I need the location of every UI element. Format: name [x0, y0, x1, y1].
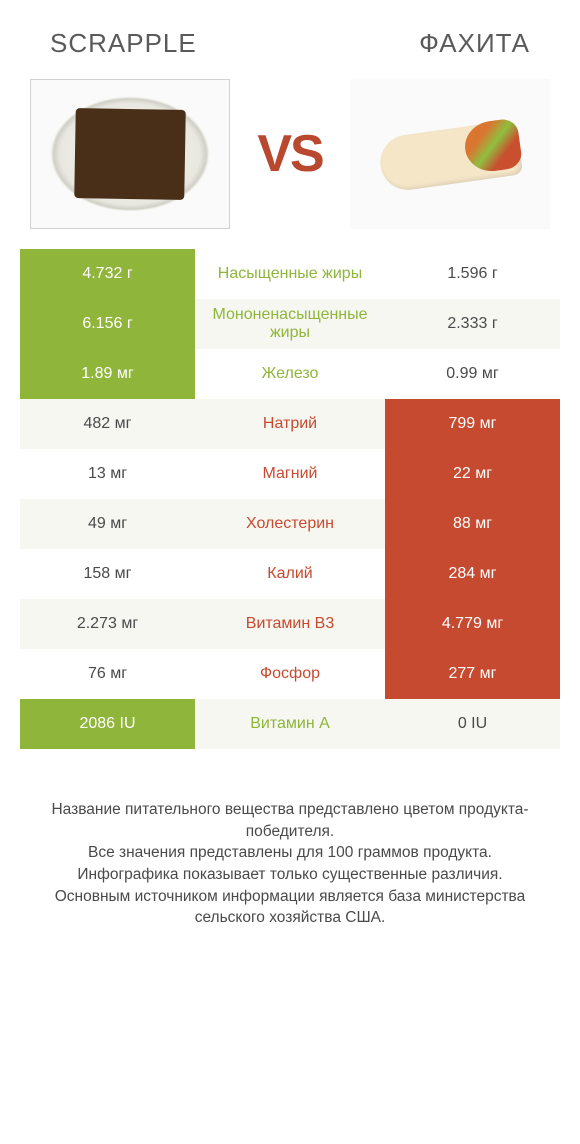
value-left: 76 мг — [20, 649, 195, 699]
footer-notes: Название питательного вещества представл… — [0, 749, 580, 929]
value-right: 277 мг — [385, 649, 560, 699]
value-right: 0 IU — [385, 699, 560, 749]
footer-line: Инфографика показывает только существенн… — [30, 864, 550, 886]
value-left: 13 мг — [20, 449, 195, 499]
header: SCRAPPLE ФАХИТА — [0, 0, 580, 69]
nutrient-row: 2.273 мгВитамин B34.779 мг — [20, 599, 560, 649]
nutrient-label: Витамин B3 — [195, 599, 385, 649]
value-left: 158 мг — [20, 549, 195, 599]
nutrient-row: 13 мгМагний22 мг — [20, 449, 560, 499]
nutrient-row: 6.156 гМононенасыщенные жиры2.333 г — [20, 299, 560, 349]
title-right: ФАХИТА — [419, 28, 530, 59]
nutrient-label: Магний — [195, 449, 385, 499]
fajita-image — [350, 79, 550, 229]
value-left: 49 мг — [20, 499, 195, 549]
nutrient-label: Калий — [195, 549, 385, 599]
nutrient-row: 76 мгФосфор277 мг — [20, 649, 560, 699]
value-right: 22 мг — [385, 449, 560, 499]
nutrient-label: Холестерин — [195, 499, 385, 549]
value-right: 284 мг — [385, 549, 560, 599]
footer-line: Название питательного вещества представл… — [30, 799, 550, 842]
value-right: 4.779 мг — [385, 599, 560, 649]
value-left: 2086 IU — [20, 699, 195, 749]
nutrient-row: 4.732 гНасыщенные жиры1.596 г — [20, 249, 560, 299]
nutrient-row: 1.89 мгЖелезо0.99 мг — [20, 349, 560, 399]
value-left: 482 мг — [20, 399, 195, 449]
value-right: 799 мг — [385, 399, 560, 449]
value-left: 4.732 г — [20, 249, 195, 299]
nutrient-label: Витамин A — [195, 699, 385, 749]
nutrient-table: 4.732 гНасыщенные жиры1.596 г6.156 гМоно… — [20, 249, 560, 749]
nutrient-label: Натрий — [195, 399, 385, 449]
images-row: VS — [0, 69, 580, 249]
footer-line: Основным источником информации является … — [30, 886, 550, 929]
nutrient-row: 49 мгХолестерин88 мг — [20, 499, 560, 549]
nutrient-row: 482 мгНатрий799 мг — [20, 399, 560, 449]
nutrient-label: Железо — [195, 349, 385, 399]
value-right: 2.333 г — [385, 299, 560, 349]
title-left: SCRAPPLE — [50, 28, 197, 59]
nutrient-label: Насыщенные жиры — [195, 249, 385, 299]
value-left: 1.89 мг — [20, 349, 195, 399]
nutrient-label: Фосфор — [195, 649, 385, 699]
value-left: 2.273 мг — [20, 599, 195, 649]
value-left: 6.156 г — [20, 299, 195, 349]
nutrient-label: Мононенасыщенные жиры — [195, 299, 385, 349]
footer-line: Все значения представлены для 100 граммо… — [30, 842, 550, 864]
scrapple-image — [30, 79, 230, 229]
value-right: 0.99 мг — [385, 349, 560, 399]
vs-badge: VS — [257, 124, 322, 184]
value-right: 88 мг — [385, 499, 560, 549]
value-right: 1.596 г — [385, 249, 560, 299]
nutrient-row: 2086 IUВитамин A0 IU — [20, 699, 560, 749]
nutrient-row: 158 мгКалий284 мг — [20, 549, 560, 599]
